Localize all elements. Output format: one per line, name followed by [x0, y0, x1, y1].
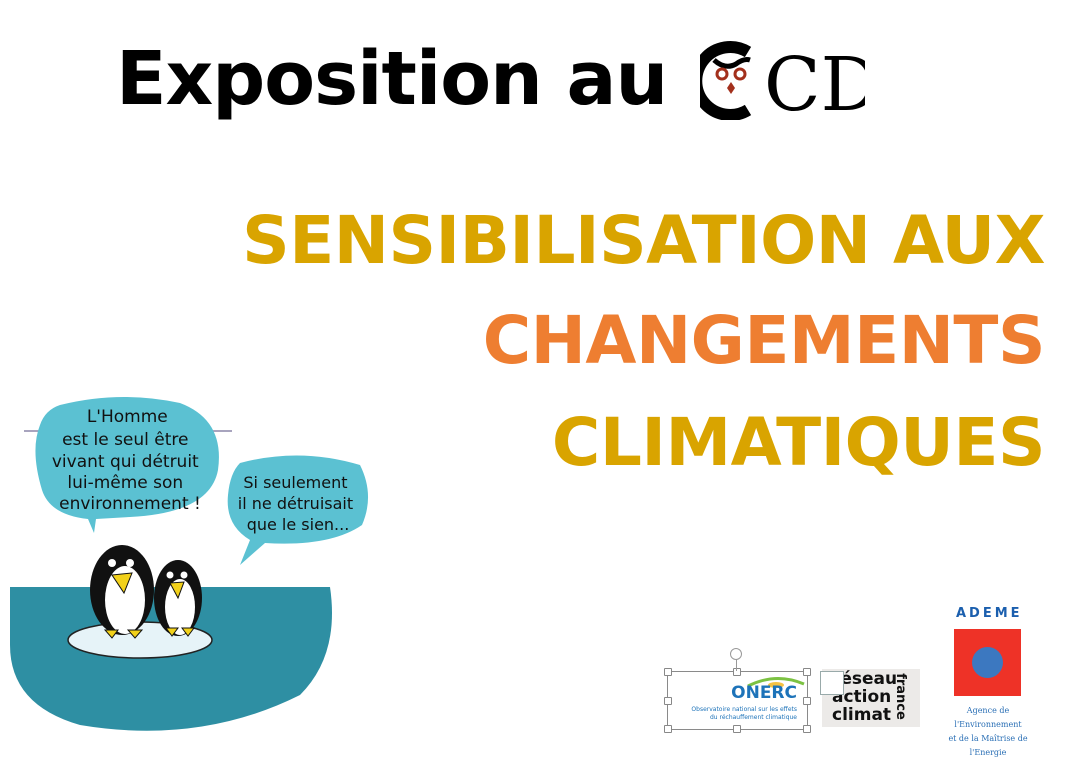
water	[10, 587, 332, 731]
onerc-logo[interactable]: ONERC Observatoire national sur les effe…	[664, 648, 811, 733]
ademe-description: Agence de l'Environnement et de la Maîtri…	[948, 706, 1028, 757]
globe-icon	[972, 647, 1003, 678]
speech-bubble-2	[227, 455, 369, 565]
owl-c-icon	[690, 41, 752, 121]
penguin-left	[90, 545, 154, 639]
cdi-logo-text: CDI	[764, 42, 865, 120]
ademe-title: ADEME	[956, 606, 1023, 621]
onerc-name: ONERC	[731, 683, 797, 703]
speech-bubble-1	[35, 396, 219, 533]
headline-line-2: CHANGEMENTS	[482, 302, 1046, 379]
penguin-right	[154, 560, 202, 637]
headline-line-3: CLIMATIQUES	[551, 404, 1046, 481]
layout-options-icon[interactable]	[820, 671, 844, 695]
onerc-subtitle: Observatoire national sur les effets du r…	[691, 706, 797, 721]
headline-line-1: SENSIBILISATION AUX	[242, 202, 1045, 279]
ademe-logo	[954, 629, 1021, 696]
exhibition-title: Exposition au	[116, 36, 668, 122]
bubble-2-text: Si seulement il ne détruisait que le sie…	[238, 473, 358, 534]
cdi-logo: CDI	[690, 40, 909, 128]
bubble-1-text: L'Homme est le seul être vivant qui détr…	[52, 407, 204, 514]
penguin-cartoon: L'Homme est le seul être vivant qui détr…	[0, 395, 380, 750]
reseau-action-climat-logo: réseau action climat france	[820, 669, 920, 727]
